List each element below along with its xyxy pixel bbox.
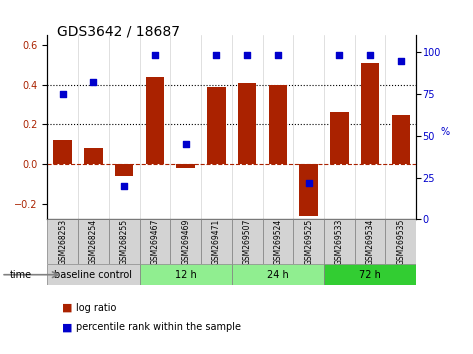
Y-axis label: %: % xyxy=(440,127,450,137)
Text: GSM269525: GSM269525 xyxy=(304,218,313,265)
FancyBboxPatch shape xyxy=(140,219,170,264)
Point xyxy=(182,141,189,147)
Text: ■: ■ xyxy=(61,322,72,332)
Text: percentile rank within the sample: percentile rank within the sample xyxy=(76,322,241,332)
Point xyxy=(397,58,405,63)
Bar xyxy=(207,87,226,164)
Text: GSM268253: GSM268253 xyxy=(58,218,67,265)
Bar xyxy=(84,148,103,164)
Bar xyxy=(53,140,72,164)
FancyBboxPatch shape xyxy=(201,219,232,264)
Bar xyxy=(146,77,164,164)
Text: GSM268255: GSM268255 xyxy=(120,218,129,265)
Point xyxy=(59,91,66,97)
Text: time: time xyxy=(9,270,32,280)
Bar xyxy=(330,112,349,164)
FancyBboxPatch shape xyxy=(232,264,324,285)
Bar xyxy=(361,63,379,164)
Point xyxy=(336,53,343,58)
Bar xyxy=(176,164,195,168)
Text: GSM269469: GSM269469 xyxy=(181,218,190,265)
Point xyxy=(274,53,282,58)
Text: GSM269524: GSM269524 xyxy=(273,218,282,265)
Text: GSM269535: GSM269535 xyxy=(396,218,405,265)
FancyBboxPatch shape xyxy=(385,219,416,264)
Text: GDS3642 / 18687: GDS3642 / 18687 xyxy=(57,25,180,39)
Point xyxy=(90,79,97,85)
Bar xyxy=(115,164,133,176)
Point xyxy=(243,53,251,58)
Bar xyxy=(238,83,256,164)
FancyBboxPatch shape xyxy=(47,264,140,285)
Point xyxy=(151,53,159,58)
Text: GSM269471: GSM269471 xyxy=(212,218,221,265)
Text: log ratio: log ratio xyxy=(76,303,116,313)
Text: ■: ■ xyxy=(61,303,72,313)
Point xyxy=(120,183,128,189)
Text: baseline control: baseline control xyxy=(54,270,132,280)
FancyBboxPatch shape xyxy=(78,219,109,264)
Text: 24 h: 24 h xyxy=(267,270,289,280)
Bar xyxy=(392,115,410,164)
Point xyxy=(213,53,220,58)
Text: GSM269533: GSM269533 xyxy=(335,218,344,265)
FancyBboxPatch shape xyxy=(324,219,355,264)
Bar xyxy=(269,85,287,164)
Bar xyxy=(299,164,318,216)
FancyBboxPatch shape xyxy=(170,219,201,264)
FancyBboxPatch shape xyxy=(293,219,324,264)
FancyBboxPatch shape xyxy=(109,219,140,264)
FancyBboxPatch shape xyxy=(263,219,293,264)
Text: 72 h: 72 h xyxy=(359,270,381,280)
FancyBboxPatch shape xyxy=(232,219,263,264)
Text: GSM268254: GSM268254 xyxy=(89,218,98,265)
Text: GSM269534: GSM269534 xyxy=(366,218,375,265)
Text: 12 h: 12 h xyxy=(175,270,196,280)
FancyBboxPatch shape xyxy=(47,219,78,264)
Text: GSM269507: GSM269507 xyxy=(243,218,252,265)
FancyBboxPatch shape xyxy=(324,264,416,285)
Point xyxy=(305,180,312,185)
FancyBboxPatch shape xyxy=(355,219,385,264)
Point xyxy=(366,53,374,58)
Text: GSM269467: GSM269467 xyxy=(150,218,159,265)
FancyBboxPatch shape xyxy=(140,264,232,285)
